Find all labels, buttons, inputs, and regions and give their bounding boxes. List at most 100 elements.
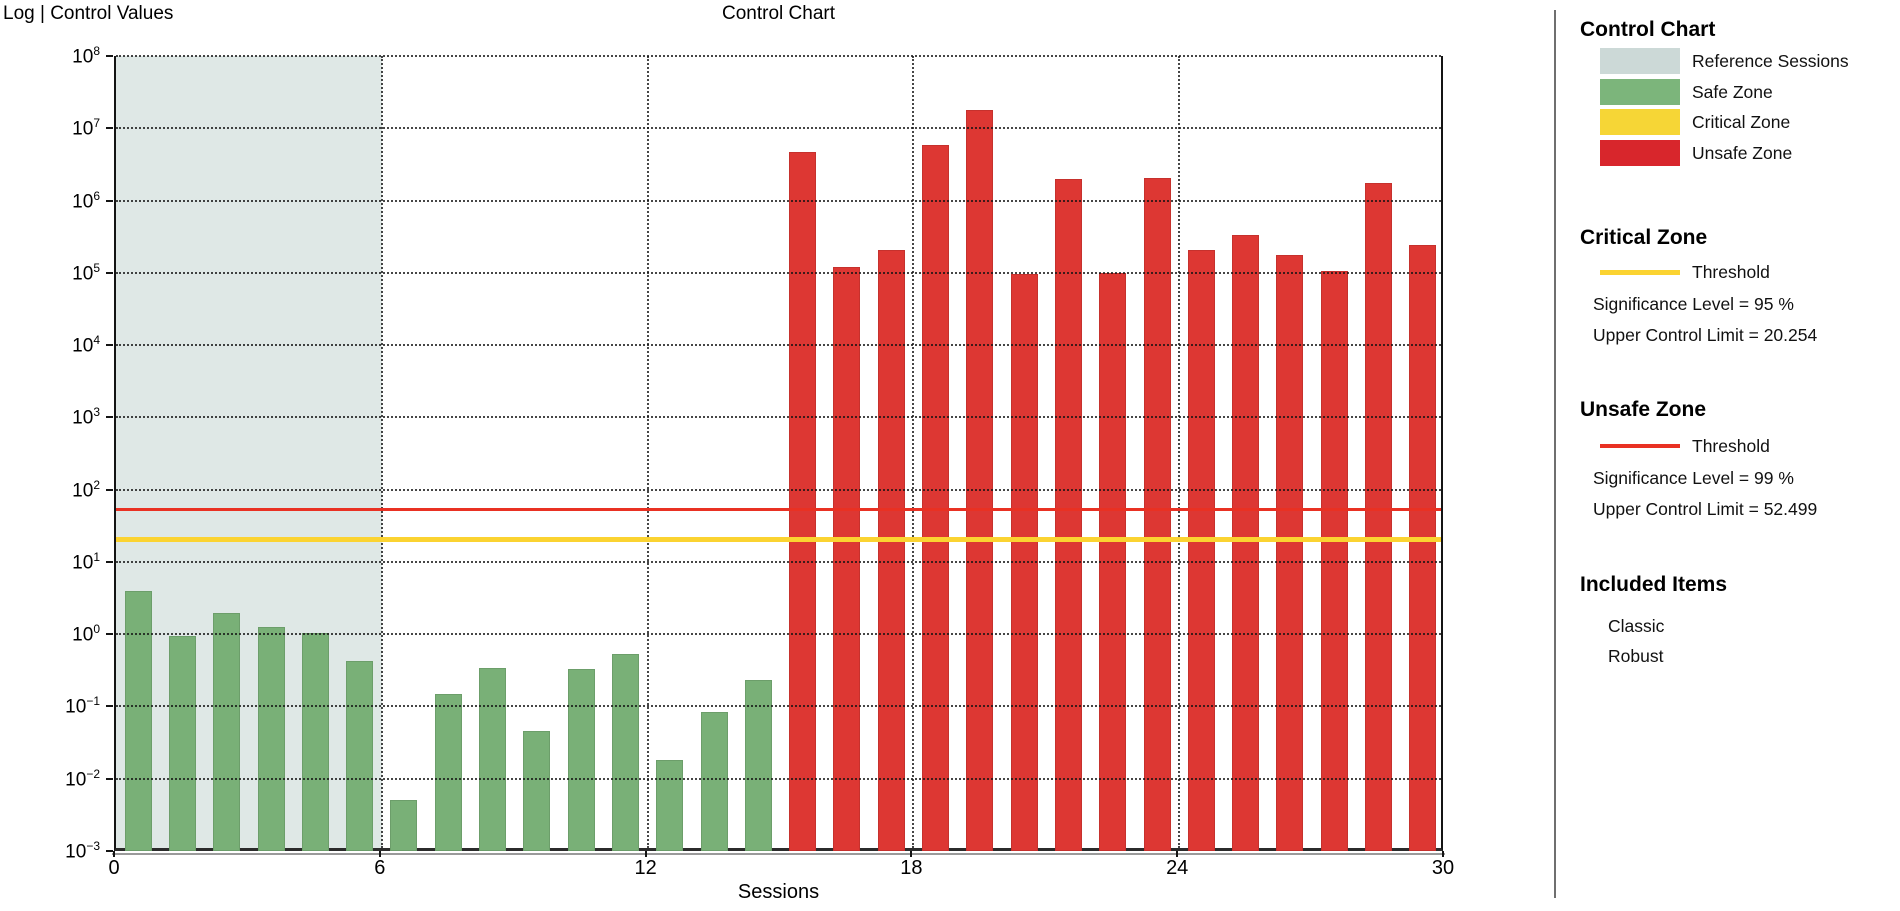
y-tick-label-1e5: 105: [72, 260, 100, 285]
bar-session-3: [213, 613, 241, 851]
y-tick-mark-1e4: [106, 344, 113, 347]
y-tick-mark-1e0: [106, 633, 113, 636]
bar-session-4: [257, 627, 285, 851]
bar-session-22: [1054, 178, 1082, 851]
critical-significance-level: Significance Level = 95 %: [1593, 294, 1794, 314]
bar-session-29: [1365, 182, 1393, 851]
bar-session-17: [833, 267, 861, 851]
critical-threshold-label: Threshold: [1692, 262, 1770, 282]
x-tick-label-6: 6: [374, 857, 386, 879]
gridline-y-1e6: [116, 199, 1441, 202]
gridline-y-1e8: [116, 55, 1441, 57]
bar-session-1: [124, 591, 152, 851]
y-tick-label-1e3: 103: [72, 405, 100, 429]
included-item-robust: Robust: [1608, 646, 1664, 666]
y-tick-mark-1e8: [106, 55, 113, 57]
x-axis-title: Sessions: [737, 881, 820, 903]
x-tick-mark-30: [1442, 851, 1444, 857]
bar-session-20: [966, 109, 994, 851]
unsafe-zone-section-title: Unsafe Zone: [1580, 398, 1707, 421]
legend-item-label: Critical Zone: [1692, 112, 1791, 132]
x-tick-mark-6: [378, 851, 381, 857]
x-tick-mark-12: [644, 851, 647, 857]
y-tick-label-1e-2: 10−2: [65, 766, 100, 791]
y-tick-label-1e0: 100: [72, 622, 100, 646]
bar-session-19: [922, 144, 950, 851]
unsafe-threshold-line-swatch: [1600, 444, 1680, 448]
bar-session-5: [301, 632, 329, 851]
x-tick-label-0: 0: [108, 857, 120, 879]
unsafe-significance-level: Significance Level = 99 %: [1593, 468, 1794, 488]
y-tick-label-1e7: 107: [72, 116, 100, 140]
y-tick-mark-1e1: [106, 560, 113, 563]
critical-zone-section-title: Critical Zone: [1580, 226, 1708, 249]
bar-session-10: [523, 730, 551, 851]
legend-title: Control Chart: [1580, 18, 1716, 41]
safe-zone-swatch: [1600, 79, 1680, 105]
y-tick-label-1e-1: 10−1: [65, 694, 100, 718]
bar-session-14: [700, 712, 728, 851]
included-item-classic: Classic: [1608, 616, 1665, 636]
y-tick-label-1e6: 106: [72, 188, 100, 212]
x-tick-label-30: 30: [1431, 857, 1455, 879]
bar-session-15: [744, 680, 772, 851]
gridline-y-1e-1: [116, 705, 1441, 708]
plot-area: [114, 55, 1443, 851]
y-tick-mark-1e3: [106, 416, 113, 419]
bar-session-7: [390, 800, 418, 851]
gridline-y-1e-2: [116, 777, 1441, 780]
unsafe-zone-swatch: [1600, 140, 1680, 166]
gridline-y-1e2: [116, 488, 1441, 491]
included-items-section-title: Included Items: [1580, 573, 1728, 596]
reference-sessions-region: [116, 56, 382, 848]
x-tick-label-12: 12: [634, 857, 657, 879]
y-tick-mark-1e2: [106, 488, 113, 491]
y-tick-label-1e1: 101: [72, 549, 100, 574]
reference-sessions-swatch: [1600, 48, 1680, 74]
bar-session-8: [434, 693, 462, 851]
y-tick-mark-1e7: [106, 127, 113, 130]
critical-threshold-line-swatch: [1600, 270, 1680, 275]
y-tick-mark-1e-2: [106, 777, 113, 780]
gridline-y-1e3: [116, 416, 1441, 419]
bar-session-27: [1276, 255, 1304, 851]
chart-title: Control Chart: [722, 3, 835, 24]
x-tick-mark-18: [910, 851, 913, 857]
legend-panel-separator: [1554, 10, 1556, 898]
y-tick-mark-1e5: [106, 271, 113, 274]
y-tick-mark-1e-3: [106, 850, 113, 852]
gridline-x-6: [380, 56, 383, 848]
unsafe-threshold-line: [116, 508, 1441, 512]
legend-item-label: Unsafe Zone: [1692, 143, 1793, 163]
x-tick-mark-0: [113, 851, 115, 857]
axis-shadow: [112, 853, 1445, 855]
critical-zone-swatch: [1600, 109, 1680, 135]
bar-session-2: [168, 635, 196, 851]
gridline-x-18: [912, 56, 915, 848]
x-tick-label-24: 24: [1166, 857, 1189, 879]
y-tick-label-1e2: 102: [72, 477, 100, 501]
y-tick-label-1e-3: 10−3: [65, 839, 100, 863]
unsafe-upper-control-limit: Upper Control Limit = 52.499: [1593, 499, 1818, 519]
gridline-y-1e5: [116, 271, 1441, 274]
bar-session-24: [1143, 178, 1171, 851]
bar-session-16: [789, 151, 817, 851]
legend-item-label: Reference Sessions: [1692, 51, 1849, 71]
bar-session-11: [567, 668, 595, 851]
gridline-y-1e0: [116, 633, 1441, 636]
gridline-x-24: [1178, 56, 1181, 848]
unsafe-threshold-label: Threshold: [1692, 436, 1770, 456]
legend-panel: Control Chart Reference Sessions Safe Zo…: [1580, 8, 1896, 904]
y-tick-label-1e8: 108: [72, 44, 100, 68]
bar-session-30: [1409, 245, 1437, 851]
gridline-x-12: [646, 56, 649, 848]
gridline-y-1e7: [116, 127, 1441, 130]
x-tick-mark-24: [1176, 851, 1179, 857]
y-axis-top-title: Log | Control Values: [3, 3, 174, 24]
bar-session-26: [1232, 235, 1260, 851]
critical-threshold-line: [116, 537, 1441, 543]
bar-session-13: [656, 760, 684, 851]
y-tick-mark-1e-1: [106, 705, 113, 708]
bar-session-12: [611, 654, 639, 851]
